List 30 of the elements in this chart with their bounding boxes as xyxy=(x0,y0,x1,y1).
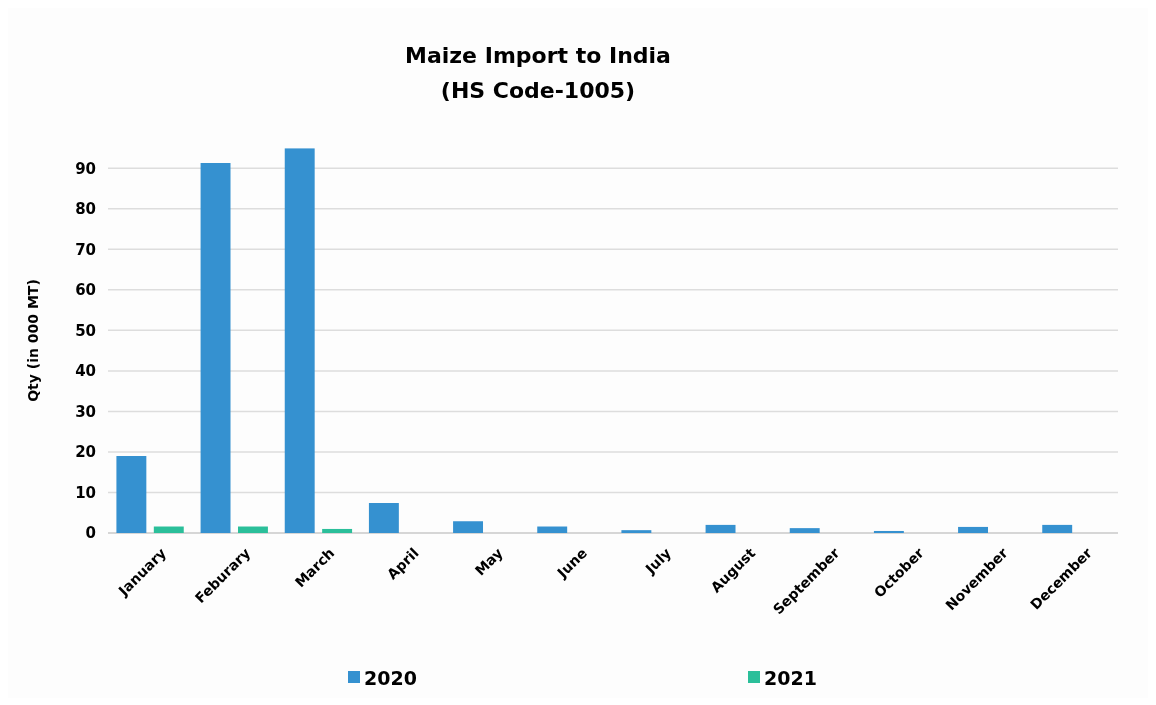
y-tick-label: 70 xyxy=(75,240,96,259)
legend-label: 2021 xyxy=(764,666,817,689)
bar xyxy=(284,148,315,533)
chart-title: Maize Import to India xyxy=(405,43,671,68)
y-tick-label: 80 xyxy=(75,200,96,219)
bar xyxy=(116,456,147,533)
bar xyxy=(705,524,736,533)
bar xyxy=(453,521,484,533)
y-tick-label: 90 xyxy=(75,159,96,178)
bar xyxy=(958,526,989,533)
y-tick-label: 60 xyxy=(75,281,96,300)
bar xyxy=(873,530,904,533)
bar xyxy=(322,528,353,533)
y-tick-label: 20 xyxy=(75,443,96,462)
legend-label: 2020 xyxy=(364,666,417,689)
y-tick-label: 50 xyxy=(75,321,96,340)
bar xyxy=(200,163,231,533)
y-tick-label: 30 xyxy=(75,402,96,421)
y-tick-label: 10 xyxy=(75,483,96,502)
bar xyxy=(789,528,820,533)
bar xyxy=(153,526,184,533)
bar xyxy=(1042,524,1073,533)
y-tick-label: 40 xyxy=(75,362,96,381)
bar xyxy=(621,530,652,533)
bar xyxy=(368,503,399,533)
y-tick-label: 0 xyxy=(85,524,96,543)
chart-subtitle: (HS Code-1005) xyxy=(440,78,636,103)
bar xyxy=(537,526,568,533)
y-axis-title: Qty (in 000 MT) xyxy=(25,279,41,402)
bar xyxy=(237,526,268,533)
